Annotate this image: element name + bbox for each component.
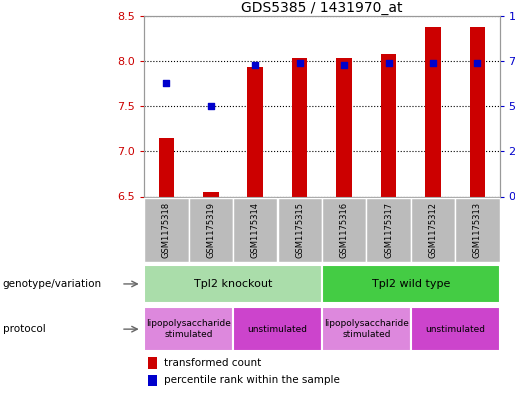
Text: unstimulated: unstimulated	[247, 325, 307, 334]
Bar	[144, 265, 322, 303]
Bar	[292, 58, 307, 196]
Bar	[322, 198, 366, 262]
Point	[296, 60, 304, 66]
Bar	[159, 138, 174, 196]
Text: GSM1175319: GSM1175319	[207, 202, 215, 258]
Text: GSM1175316: GSM1175316	[339, 202, 349, 258]
Bar	[366, 198, 410, 262]
Text: percentile rank within the sample: percentile rank within the sample	[164, 375, 339, 385]
Text: Tpl2 wild type: Tpl2 wild type	[371, 279, 450, 289]
Text: lipopolysaccharide
stimulated: lipopolysaccharide stimulated	[146, 320, 231, 339]
Text: protocol: protocol	[3, 324, 45, 334]
Point	[473, 60, 482, 66]
Bar	[455, 198, 500, 262]
Text: GSM1175317: GSM1175317	[384, 202, 393, 258]
Text: genotype/variation: genotype/variation	[3, 279, 101, 289]
Bar	[322, 265, 500, 303]
Text: GSM1175315: GSM1175315	[295, 202, 304, 258]
Point	[429, 60, 437, 66]
Text: unstimulated: unstimulated	[425, 325, 485, 334]
Bar	[144, 198, 188, 262]
Bar	[188, 198, 233, 262]
Bar	[248, 67, 263, 196]
Bar	[470, 27, 485, 196]
Text: lipopolysaccharide
stimulated: lipopolysaccharide stimulated	[324, 320, 409, 339]
Text: GSM1175312: GSM1175312	[428, 202, 437, 258]
Bar	[203, 192, 218, 196]
Text: GSM1175314: GSM1175314	[251, 202, 260, 258]
Bar	[148, 357, 157, 369]
Point	[251, 61, 260, 68]
Point	[340, 61, 348, 68]
Bar	[278, 198, 322, 262]
Bar	[336, 58, 352, 196]
Text: Tpl2 knockout: Tpl2 knockout	[194, 279, 272, 289]
Point	[207, 103, 215, 109]
Bar	[411, 307, 500, 351]
Text: GSM1175318: GSM1175318	[162, 202, 171, 258]
Bar	[148, 375, 157, 386]
Text: GSM1175313: GSM1175313	[473, 202, 482, 258]
Bar	[322, 307, 410, 351]
Bar	[233, 307, 322, 351]
Text: transformed count: transformed count	[164, 358, 261, 367]
Point	[162, 79, 170, 86]
Title: GDS5385 / 1431970_at: GDS5385 / 1431970_at	[241, 1, 403, 15]
Bar	[411, 198, 455, 262]
Bar	[381, 54, 396, 196]
Bar	[233, 198, 278, 262]
Bar	[144, 307, 233, 351]
Point	[384, 60, 392, 66]
Bar	[425, 27, 441, 196]
